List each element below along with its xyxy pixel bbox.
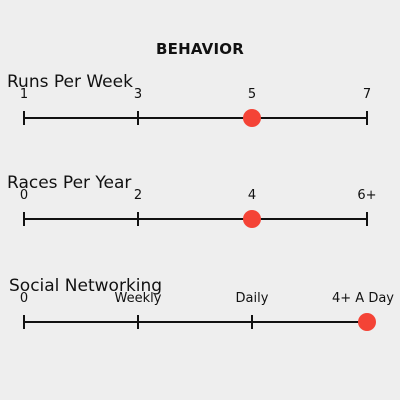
- scale-title: Social Networking: [9, 276, 163, 296]
- tick-label: 1: [19, 87, 29, 102]
- tick-mark[interactable]: [366, 111, 368, 125]
- tick-label: 4+ A Day: [332, 291, 394, 306]
- tick-label: 0: [19, 291, 29, 306]
- slider-handle[interactable]: [243, 109, 261, 127]
- tick-mark[interactable]: [137, 212, 139, 226]
- tick-mark[interactable]: [23, 315, 25, 329]
- slider-handle[interactable]: [358, 313, 376, 331]
- tick-label: 7: [362, 87, 372, 102]
- tick-label: 0: [19, 188, 29, 203]
- tick-mark[interactable]: [137, 111, 139, 125]
- tick-label: 2: [133, 188, 143, 203]
- scale-runs-per-week: Runs Per Week 1 3 5 7: [0, 72, 400, 152]
- tick-label: 4: [247, 188, 257, 203]
- scale-social-networking: Social Networking 0 Weekly Daily 4+ A Da…: [0, 276, 400, 356]
- slider-handle[interactable]: [243, 210, 261, 228]
- scale-title: Races Per Year: [7, 173, 132, 193]
- scale-track[interactable]: [24, 218, 368, 220]
- tick-label: 5: [247, 87, 257, 102]
- tick-label: 6+: [357, 188, 377, 203]
- tick-label: 3: [133, 87, 143, 102]
- scale-races-per-year: Races Per Year 0 2 4 6+: [0, 173, 400, 253]
- tick-mark[interactable]: [23, 111, 25, 125]
- tick-mark[interactable]: [23, 212, 25, 226]
- tick-mark[interactable]: [251, 315, 253, 329]
- tick-label: Weekly: [114, 291, 162, 306]
- tick-mark[interactable]: [366, 212, 368, 226]
- scale-track[interactable]: [24, 117, 368, 119]
- page-title: BEHAVIOR: [156, 40, 244, 58]
- scale-track[interactable]: [24, 321, 368, 323]
- scale-title: Runs Per Week: [7, 72, 133, 92]
- tick-mark[interactable]: [137, 315, 139, 329]
- tick-label: Daily: [235, 291, 269, 306]
